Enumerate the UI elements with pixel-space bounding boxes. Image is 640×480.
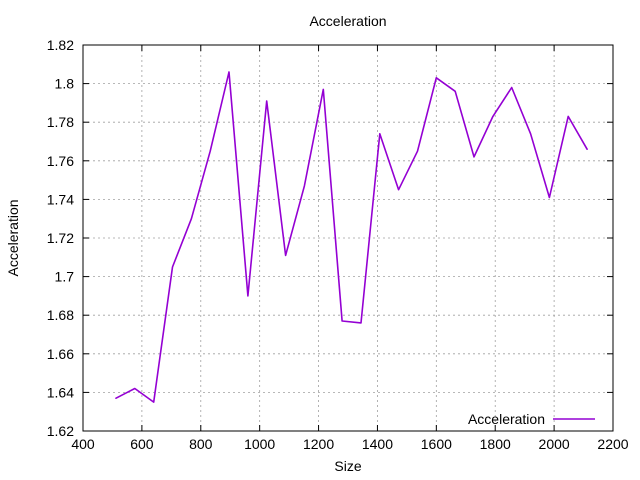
plot-frame bbox=[82, 44, 614, 432]
y-axis-label: Acceleration bbox=[5, 199, 21, 276]
x-tick-label: 2200 bbox=[597, 436, 628, 452]
x-tick-label: 1600 bbox=[421, 436, 452, 452]
x-tick-label: 400 bbox=[71, 436, 95, 452]
series-line bbox=[115, 71, 588, 403]
y-tick-label: 1.76 bbox=[47, 153, 74, 169]
x-tick-label: 1200 bbox=[303, 436, 334, 452]
y-tick-label: 1.82 bbox=[47, 37, 74, 53]
y-tick-label: 1.7 bbox=[55, 269, 75, 285]
x-tick-label: 2000 bbox=[539, 436, 570, 452]
y-tick-label: 1.66 bbox=[47, 346, 74, 362]
y-tick-label: 1.64 bbox=[47, 384, 74, 400]
label-layer: 400 600 800 1000 1200 1400 1600 1800 2000 2200 1.6… bbox=[47, 37, 629, 452]
y-tick-label: 1.74 bbox=[47, 191, 74, 207]
grid-layer bbox=[83, 45, 613, 431]
x-tick-label: 1000 bbox=[244, 436, 275, 452]
legend: Acceleration bbox=[468, 411, 595, 427]
chart-title: Acceleration bbox=[309, 13, 386, 29]
y-tick-label: 1.8 bbox=[55, 76, 75, 92]
x-tick-label: 600 bbox=[130, 436, 154, 452]
legend-label: Acceleration bbox=[468, 411, 545, 427]
y-tick-label: 1.68 bbox=[47, 307, 74, 323]
x-tick-label: 1800 bbox=[480, 436, 511, 452]
y-tick-label: 1.72 bbox=[47, 230, 74, 246]
x-axis-label: Size bbox=[334, 458, 361, 474]
x-tick-label: 800 bbox=[189, 436, 213, 452]
y-tick-label: 1.78 bbox=[47, 114, 74, 130]
y-tick-label: 1.62 bbox=[47, 423, 74, 439]
x-tick-label: 1400 bbox=[362, 436, 393, 452]
series-layer bbox=[115, 71, 588, 403]
